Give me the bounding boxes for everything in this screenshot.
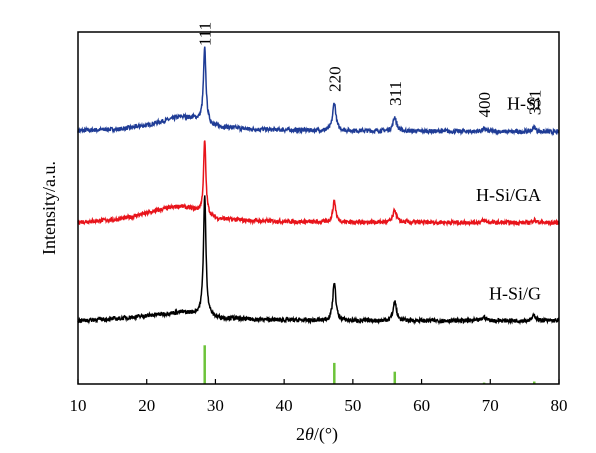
series-line-2 <box>77 195 560 326</box>
x-tick-label-6: 70 <box>482 396 499 415</box>
x-axis-ticks: 10 20 30 40 50 60 70 80 <box>70 379 568 415</box>
x-tick-label-7: 80 <box>551 396 568 415</box>
peak-label-3: 400 <box>475 92 494 118</box>
series-label-1: H-Si/GA <box>476 185 541 205</box>
x-axis-label: 2θ/(°) <box>296 424 338 445</box>
peak-label-1: 220 <box>325 66 344 92</box>
x-tick-label-4: 50 <box>344 396 361 415</box>
x-tick-label-5: 60 <box>413 396 430 415</box>
x-tick-label-0: 10 <box>70 396 87 415</box>
peak-label-0: 111 <box>196 22 215 46</box>
series-line-0 <box>77 46 560 137</box>
peak-label-2: 311 <box>386 81 405 106</box>
series-label-0: H-Si <box>507 93 541 113</box>
y-axis-label: Intensity/a.u. <box>39 161 59 255</box>
x-tick-label-1: 20 <box>138 396 155 415</box>
series-label-2: H-Si/G <box>489 284 541 304</box>
peak-label-4: 331 <box>525 90 544 116</box>
series-line-1 <box>77 140 560 228</box>
x-tick-label-3: 40 <box>276 396 293 415</box>
x-tick-label-2: 30 <box>207 396 224 415</box>
chart-labels: H-Si H-Si/GA H-Si/G 111 220 311 400 331 <box>196 22 545 304</box>
reference-lines <box>203 345 536 384</box>
series-curves <box>77 46 560 326</box>
plot-frame <box>77 31 560 385</box>
